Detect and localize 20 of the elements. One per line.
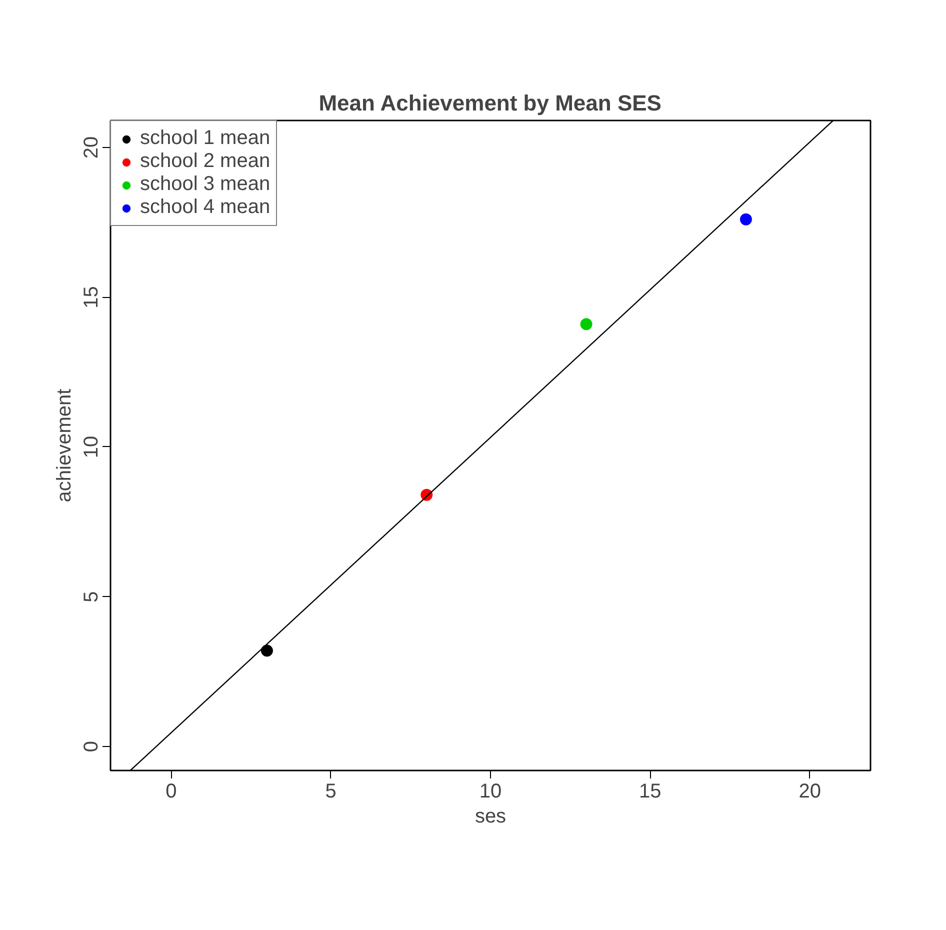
x-axis-title: ses — [474, 806, 506, 828]
x-tick-label: 20 — [798, 780, 821, 802]
y-tick-label: 10 — [80, 436, 102, 458]
x-tick-label: 10 — [479, 780, 502, 802]
y-tick-label: 5 — [80, 591, 102, 602]
legend-label: school 4 mean — [140, 196, 270, 219]
x-tick-label: 5 — [325, 780, 336, 802]
y-axis-title: achievement — [54, 388, 76, 502]
chart-title: Mean Achievement by Mean SES — [318, 90, 662, 116]
point — [580, 318, 592, 330]
legend-label: school 3 mean — [140, 173, 270, 196]
y-tick-label: 15 — [80, 286, 102, 308]
legend-label: school 1 mean — [140, 127, 270, 150]
x-tick-label: 15 — [639, 780, 662, 802]
y-tick-label: 20 — [80, 136, 102, 159]
point — [740, 213, 752, 226]
x-tick-label: 0 — [166, 780, 177, 802]
point — [260, 644, 273, 657]
legend-label: school 2 mean — [140, 150, 270, 173]
y-tick-label: 0 — [80, 740, 102, 752]
